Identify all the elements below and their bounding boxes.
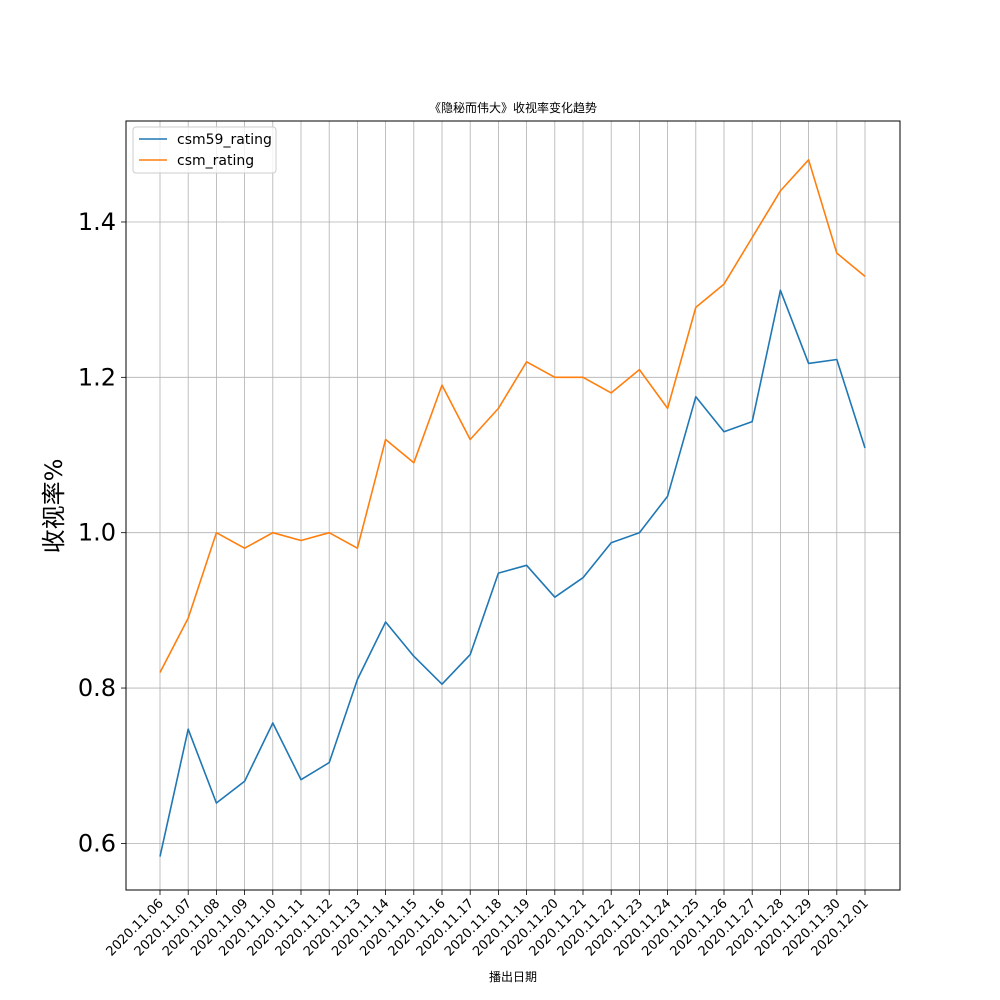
x-axis-label: 播出日期 (489, 970, 537, 984)
y-tick-label: 1.4 (78, 208, 116, 236)
plot-frame (125, 120, 901, 891)
y-axis-label: 收视率% (40, 459, 68, 554)
grid-lines (126, 121, 900, 890)
chart-title: 《隐秘而伟大》收视率变化趋势 (429, 100, 597, 115)
y-tick-label: 0.6 (78, 829, 116, 857)
legend: csm59_rating csm_rating (132, 126, 277, 174)
y-tick-label: 1.0 (78, 519, 116, 547)
series-line-csm-rating (159, 159, 866, 673)
legend-box (132, 126, 277, 174)
legend-label: csm_rating (177, 153, 254, 169)
y-axis-ticks: 0.6 0.8 1.0 1.2 1.4 (78, 208, 126, 857)
legend-label: csm59_rating (177, 132, 272, 148)
y-tick-label: 1.2 (78, 363, 116, 391)
series-line-csm59-rating (159, 289, 866, 857)
y-tick-label: 0.8 (78, 674, 116, 702)
series-lines (159, 159, 866, 857)
